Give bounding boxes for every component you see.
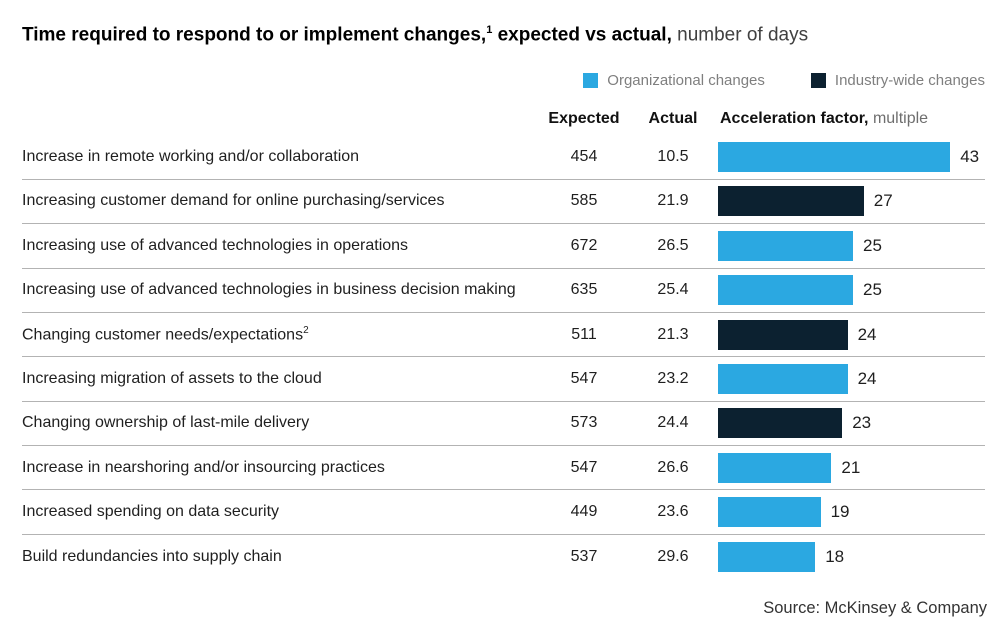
row-bar-cell: 19 (718, 490, 985, 533)
row-category: Increased spending on data security (22, 503, 280, 521)
title-unit-label: number of days (671, 24, 809, 46)
acceleration-bar (718, 319, 848, 350)
table-row: Increased spending on data security 449 23… (22, 490, 985, 535)
row-category: Build redundancies into supply chain (22, 547, 282, 565)
row-actual-value: 24.4 (657, 414, 689, 432)
row-bar-cell: 23 (718, 402, 985, 445)
legend-swatch-industry-wide (810, 73, 826, 89)
row-category: Changing ownership of last-mile delivery (22, 414, 310, 432)
row-expected-value: 585 (570, 192, 598, 210)
row-expected-value: 454 (570, 148, 598, 166)
legend-label: Organizational changes (607, 72, 765, 90)
acceleration-bar (718, 275, 853, 306)
legend-swatch-organizational (583, 73, 599, 89)
row-expected-value: 547 (570, 369, 598, 387)
acceleration-header-regular: multiple (868, 110, 929, 128)
row-expected-value: 537 (570, 547, 598, 565)
legend-label: Industry-wide changes (834, 72, 985, 90)
row-category: Increase in nearshoring and/or insourcin… (22, 458, 385, 476)
column-header-acceleration-factor: Acceleration factor, multiple (718, 110, 985, 128)
chart-legend: Organizational changes Industry-wide cha… (22, 72, 985, 89)
row-acceleration-value: 21 (841, 457, 861, 477)
row-bar-cell: 24 (718, 313, 985, 356)
row-expected-value: 573 (570, 414, 598, 432)
table-row: Increasing use of advanced technologies … (22, 269, 985, 313)
acceleration-bar (718, 186, 864, 217)
row-bar-cell: 25 (718, 224, 985, 267)
title-bold-part2: expected vs actual, (492, 24, 672, 46)
row-expected-value: 511 (571, 325, 597, 343)
row-acceleration-value: 25 (863, 235, 882, 255)
row-expected-value: 547 (570, 458, 598, 476)
row-acceleration-value: 24 (857, 324, 877, 344)
table-row: Increase in nearshoring and/or insourcin… (22, 446, 985, 491)
row-category: Increasing migration of assets to the cl… (22, 369, 322, 387)
table-row: Increasing migration of assets to the cl… (22, 357, 985, 402)
title-bold-part1: Time required to respond to or implement… (22, 24, 487, 46)
row-actual-value: 26.6 (657, 458, 689, 476)
row-bar-cell: 21 (718, 446, 985, 489)
table-header-row: Expected Actual Acceleration factor, mul… (22, 110, 985, 128)
row-acceleration-value: 24 (857, 368, 877, 388)
acceleration-bar (718, 363, 848, 394)
row-bar-cell: 18 (718, 535, 985, 578)
row-actual-value: 23.2 (657, 369, 689, 387)
row-expected-value: 449 (570, 503, 598, 521)
row-category: Increasing use of advanced technologies … (22, 281, 516, 299)
table-row: Build redundancies into supply chain 537 2… (22, 535, 985, 578)
row-acceleration-value: 18 (825, 546, 845, 566)
row-category: Changing customer needs/expectations2 (22, 324, 309, 344)
table-row: Increasing use of advanced technologies … (22, 224, 985, 269)
row-bar-cell: 24 (718, 357, 985, 400)
row-actual-value: 21.9 (657, 192, 689, 210)
row-category: Increasing use of advanced technologies … (22, 236, 409, 254)
row-actual-value: 23.6 (657, 503, 689, 521)
table-body: Increase in remote working and/or collab… (22, 135, 985, 578)
legend-item-industry-wide: Industry-wide changes (810, 72, 985, 90)
source-attribution: Source: McKinsey & Company (763, 599, 987, 617)
row-actual-value: 25.4 (657, 281, 689, 299)
column-header-expected: Expected (548, 110, 620, 128)
chart-title: Time required to respond to or implement… (22, 18, 985, 47)
acceleration-bar (718, 541, 816, 572)
table-row: Changing ownership of last-mile delivery… (22, 402, 985, 447)
table-row: Changing customer needs/expectations2 511… (22, 313, 985, 358)
legend-item-organizational: Organizational changes (583, 72, 765, 89)
row-bar-cell: 25 (718, 269, 985, 312)
acceleration-bar (718, 230, 853, 261)
row-acceleration-value: 19 (830, 502, 850, 522)
row-category: Increasing customer demand for online pu… (22, 192, 445, 210)
acceleration-header-bold: Acceleration factor, (720, 110, 869, 128)
acceleration-bar (718, 497, 821, 528)
acceleration-bar (718, 408, 843, 439)
acceleration-bar (718, 142, 951, 173)
acceleration-bar (718, 452, 832, 483)
row-actual-value: 21.3 (657, 325, 689, 343)
row-actual-value: 10.5 (657, 148, 689, 166)
row-actual-value: 26.5 (657, 236, 689, 254)
row-acceleration-value: 43 (960, 147, 980, 167)
row-acceleration-value: 23 (852, 413, 872, 433)
row-actual-value: 29.6 (657, 547, 689, 565)
table-row: Increasing customer demand for online pu… (22, 180, 985, 225)
category-footnote-marker: 2 (303, 324, 309, 336)
row-acceleration-value: 27 (873, 191, 893, 211)
row-bar-cell: 27 (718, 180, 985, 223)
table-row: Increase in remote working and/or collab… (22, 135, 985, 180)
row-acceleration-value: 25 (863, 280, 882, 300)
row-category: Increase in remote working and/or collab… (22, 148, 360, 166)
title-footnote-marker: 1 (486, 24, 493, 36)
row-bar-cell: 43 (718, 135, 985, 178)
row-expected-value: 672 (570, 236, 598, 254)
row-expected-value: 635 (570, 281, 598, 299)
column-header-actual: Actual (648, 110, 698, 128)
